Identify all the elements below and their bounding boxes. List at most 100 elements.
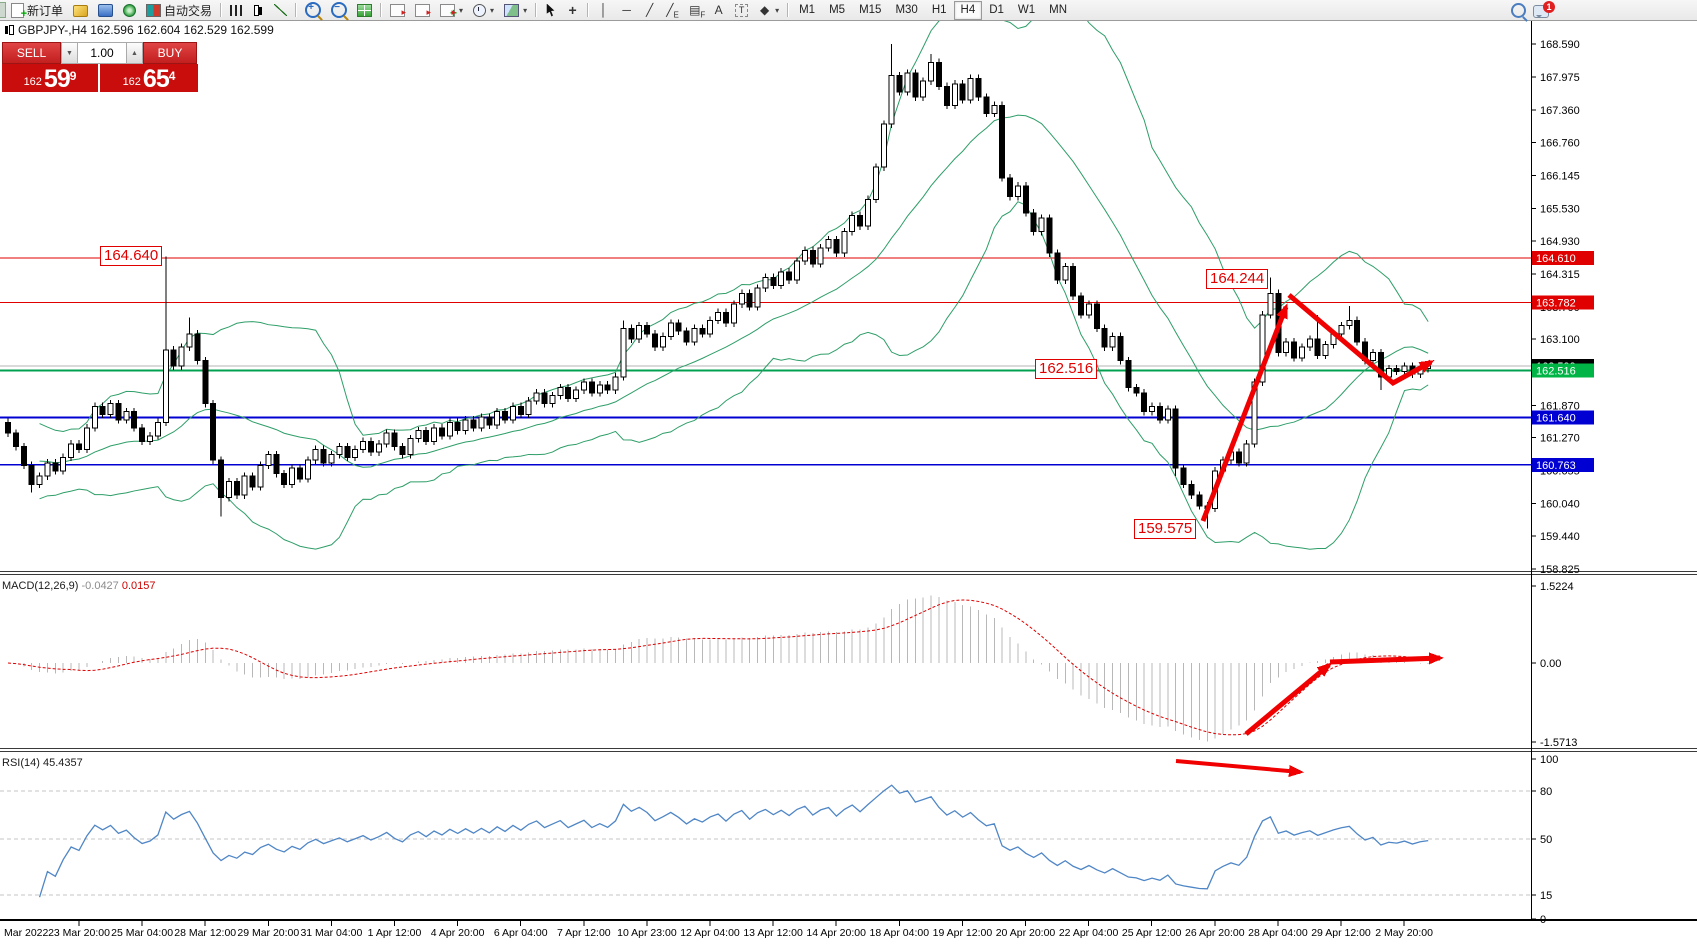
auto-trading-label: 自动交易 <box>164 3 213 18</box>
new-chart-icon <box>440 4 457 20</box>
market-depth-button[interactable] <box>68 1 93 19</box>
zoom-in-button[interactable]: + <box>300 1 326 19</box>
macd-value: -0.0427 <box>81 580 119 592</box>
candle-chart-button[interactable] <box>247 1 269 19</box>
timeframe-d1[interactable]: D1 <box>989 3 1004 16</box>
svg-text:1.5224: 1.5224 <box>1540 581 1574 593</box>
buy-price-prefix: 162 <box>122 76 141 88</box>
fibonacci-tool-button[interactable]: ▤F <box>684 1 707 19</box>
auto-scroll-icon <box>390 4 406 19</box>
chart-symbol-icon <box>5 25 14 35</box>
trend-down-arrow[interactable] <box>1287 293 1435 387</box>
timeframe-m30[interactable]: M30 <box>895 3 918 16</box>
rsi-pane[interactable] <box>0 784 1531 898</box>
macd-label[interactable]: MACD(12,26,9) -0.0427 0.0157 <box>2 580 156 592</box>
crosshair-icon: + <box>568 2 577 18</box>
price-label-159.575[interactable]: 159.575 <box>1134 519 1197 539</box>
auto-trading-button[interactable]: 自动交易 <box>141 1 217 19</box>
svg-text:14 Apr 20:00: 14 Apr 20:00 <box>806 927 866 939</box>
svg-text:10 Apr 23:00: 10 Apr 23:00 <box>617 927 677 939</box>
bollinger-lower <box>39 201 1429 550</box>
buy-button[interactable]: BUY <box>143 42 197 64</box>
price-label-164.244[interactable]: 164.244 <box>1206 269 1269 289</box>
chat-button[interactable]: 1 <box>1528 0 1555 19</box>
macd-pane[interactable] <box>7 595 1429 742</box>
sell-button[interactable]: SELL <box>2 42 61 64</box>
volume-increase-button[interactable]: ▲ <box>126 42 143 64</box>
svg-text:167.975: 167.975 <box>1540 72 1580 84</box>
symbol-ohlc-line: GBPJPY-,H4 162.596 162.604 162.529 162.5… <box>5 23 274 37</box>
signal-button[interactable] <box>118 1 141 19</box>
trendline-icon: ╱ <box>645 3 654 17</box>
timeframe-w1[interactable]: W1 <box>1017 3 1036 16</box>
timeframe-m5[interactable]: M5 <box>829 3 846 16</box>
svg-text:160.763: 160.763 <box>1536 460 1576 472</box>
signal-icon <box>123 4 137 17</box>
symbol-ohlc-text: GBPJPY-,H4 162.596 162.604 162.529 162.5… <box>18 23 274 37</box>
svg-text:159.440: 159.440 <box>1540 531 1580 543</box>
text-label-tool-button[interactable]: T <box>730 1 753 19</box>
tile-windows-button[interactable] <box>352 1 377 19</box>
separator <box>295 3 298 17</box>
volume-input[interactable] <box>78 42 126 64</box>
text-label-icon: T <box>735 4 749 17</box>
svg-text:0: 0 <box>1540 914 1546 926</box>
zoom-out-icon: − <box>331 2 348 18</box>
rsi-label[interactable]: RSI(14) 45.4357 <box>2 757 83 769</box>
timeframe-m1[interactable]: M1 <box>799 3 816 16</box>
text-icon: A <box>714 3 723 17</box>
svg-text:160.040: 160.040 <box>1540 499 1580 511</box>
channel-tool-button[interactable]: ╱E <box>661 1 684 19</box>
zoom-out-button[interactable]: − <box>326 1 352 19</box>
svg-text:166.145: 166.145 <box>1540 170 1580 182</box>
volume-decrease-button[interactable]: ▼ <box>61 42 78 64</box>
chart-shift-button[interactable] <box>410 1 435 19</box>
rsi-right-arrow[interactable] <box>1175 759 1304 778</box>
new-chart-button[interactable]: ▾ <box>435 1 468 20</box>
macd-up-arrow[interactable] <box>1244 662 1333 736</box>
separator <box>535 3 538 17</box>
cursor-tool-button[interactable] <box>540 1 561 19</box>
rsi-name: RSI(14) <box>2 757 40 769</box>
timeframe-h4[interactable]: H4 <box>953 0 983 20</box>
template-button[interactable]: ▾ <box>499 1 532 19</box>
auto-scroll-button[interactable] <box>385 1 410 19</box>
text-tool-button[interactable]: A <box>707 1 730 19</box>
arrows-tool-button[interactable]: ◆ ▾ <box>759 3 780 17</box>
svg-text:0.00: 0.00 <box>1540 658 1561 670</box>
crosshair-tool-button[interactable]: + <box>561 1 584 19</box>
macd-right-arrow[interactable] <box>1329 652 1444 665</box>
axis-badge-160.763 <box>1532 457 1594 472</box>
svg-text:164.315: 164.315 <box>1540 269 1580 281</box>
price-axis[interactable]: 168.590 167.975 167.360 166.760 166.145 165.5… <box>1531 39 1594 926</box>
timeframe-h1[interactable]: H1 <box>931 3 947 16</box>
rsi-value: 45.4357 <box>42 757 83 769</box>
trendline-tool-button[interactable]: ╱ <box>638 1 661 19</box>
main-price-pane[interactable] <box>0 4 1531 550</box>
svg-text:Mar 2022: Mar 2022 <box>4 927 49 939</box>
time-axis[interactable]: Mar 2022 23 Mar 20:00 25 Mar 04:00 28 Mar 1… <box>4 921 1433 939</box>
timeframe-mn[interactable]: MN <box>1049 3 1068 16</box>
vline-tool-button[interactable]: │ <box>592 1 615 19</box>
svg-text:100: 100 <box>1540 754 1558 766</box>
svg-text:4 Apr 20:00: 4 Apr 20:00 <box>431 927 485 939</box>
svg-text:165.530: 165.530 <box>1540 204 1580 216</box>
search-button[interactable] <box>1506 1 1531 19</box>
terminal-button[interactable] <box>93 1 118 19</box>
hline-tool-button[interactable]: ─ <box>615 1 638 19</box>
buy-price[interactable]: 162 65 4 <box>100 64 198 92</box>
bar-chart-button[interactable] <box>225 1 247 19</box>
line-chart-button[interactable] <box>269 1 292 19</box>
buy-price-big: 65 <box>142 65 170 93</box>
price-label-162.516[interactable]: 162.516 <box>1035 359 1098 379</box>
new-order-button[interactable]: 新订单 <box>6 1 68 21</box>
auto-trading-icon <box>146 4 162 17</box>
sell-price[interactable]: 162 59 9 <box>2 64 98 92</box>
trend-up-arrow[interactable] <box>1200 303 1289 522</box>
timeframe-bar: M1 M5 M15 M30 H1 H4 D1 W1 MN <box>792 0 1074 20</box>
profiles-button[interactable]: ▾ <box>468 1 499 19</box>
timeframe-m15[interactable]: M15 <box>859 3 882 16</box>
price-label-164.640[interactable]: 164.640 <box>100 246 163 266</box>
fibonacci-icon: ▤F <box>689 3 706 20</box>
